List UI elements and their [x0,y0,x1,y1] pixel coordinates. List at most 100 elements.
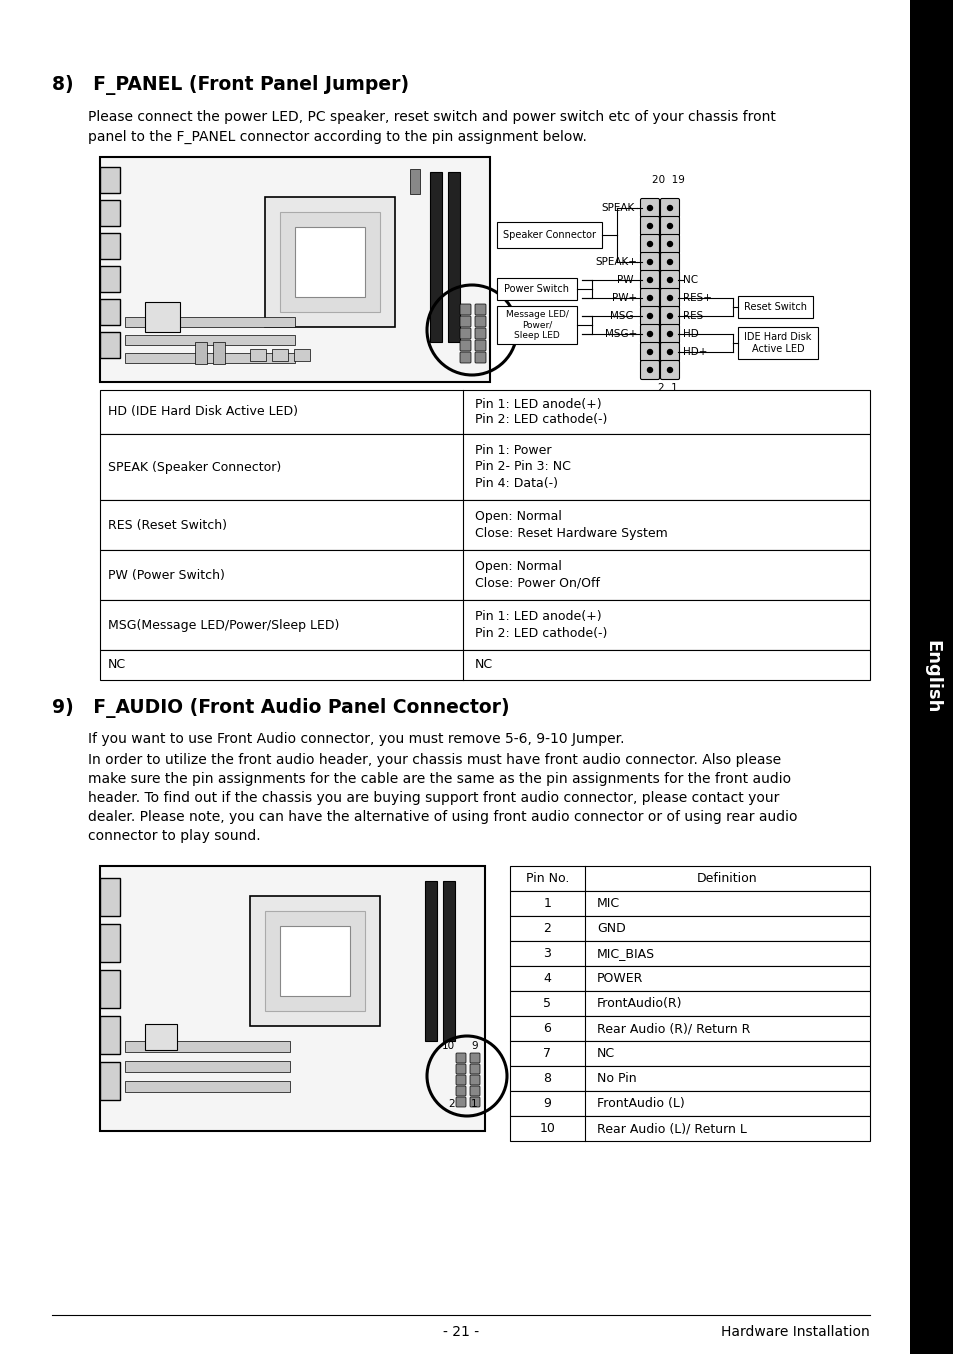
Text: No Pin: No Pin [597,1072,636,1085]
Bar [497,278,577,301]
Text: IDE Hard Disk
Active LED: IDE Hard Disk Active LED [743,332,811,353]
Bar [100,1062,120,1099]
Text: 6: 6 [543,1022,551,1034]
FancyBboxPatch shape [639,199,659,218]
FancyBboxPatch shape [639,234,659,253]
Text: 8: 8 [543,1072,551,1085]
FancyBboxPatch shape [470,1053,479,1063]
Text: MSG(Message LED/Power/Sleep LED): MSG(Message LED/Power/Sleep LED) [108,619,339,631]
Text: MIC_BIAS: MIC_BIAS [597,946,655,960]
Bar [250,349,266,362]
Circle shape [647,206,652,210]
Bar [909,0,953,1354]
Text: If you want to use Front Audio connector, you must remove 5-6, 9-10 Jumper.: If you want to use Front Audio connector… [88,733,624,746]
Text: RES+: RES+ [682,292,711,303]
FancyBboxPatch shape [639,288,659,307]
Text: 9: 9 [471,1041,477,1051]
Text: HD+: HD+ [682,347,706,357]
Text: FrontAudio(R): FrontAudio(R) [597,997,681,1010]
Bar [145,1024,177,1049]
Circle shape [667,367,672,372]
Text: 8)   F_PANEL (Front Panel Jumper): 8) F_PANEL (Front Panel Jumper) [52,74,409,95]
Bar [280,926,350,997]
Text: Pin 2- Pin 3: NC: Pin 2- Pin 3: NC [475,460,570,474]
FancyBboxPatch shape [659,271,679,290]
Bar [510,1016,869,1041]
Text: make sure the pin assignments for the cable are the same as the pin assignments : make sure the pin assignments for the ca… [88,772,790,787]
FancyBboxPatch shape [475,305,485,315]
Text: 4: 4 [543,972,551,984]
Text: GND: GND [597,922,625,936]
Bar [100,923,120,961]
Bar [510,867,869,891]
Text: PW-: PW- [617,275,637,284]
Text: Pin 2: LED cathode(-): Pin 2: LED cathode(-) [475,413,607,427]
Text: FrontAudio (L): FrontAudio (L) [597,1097,684,1110]
Bar [510,917,869,941]
Text: dealer. Please note, you can have the alternative of using front audio connector: dealer. Please note, you can have the al… [88,810,797,825]
Text: HD (IDE Hard Disk Active LED): HD (IDE Hard Disk Active LED) [108,405,297,418]
FancyBboxPatch shape [639,252,659,272]
Text: Pin 4: Data(-): Pin 4: Data(-) [475,477,558,490]
Text: PW+: PW+ [611,292,637,303]
Text: Message LED/
Power/
Sleep LED: Message LED/ Power/ Sleep LED [505,310,568,340]
FancyBboxPatch shape [470,1097,479,1108]
Bar [410,169,419,194]
Text: panel to the F_PANEL connector according to the pin assignment below.: panel to the F_PANEL connector according… [88,130,586,144]
Text: RES-: RES- [682,311,706,321]
Circle shape [647,349,652,355]
Text: Pin No.: Pin No. [525,872,569,886]
Text: Rear Audio (L)/ Return L: Rear Audio (L)/ Return L [597,1122,746,1135]
Bar [272,349,288,362]
Text: MSG-: MSG- [609,311,637,321]
Bar [125,1080,290,1091]
FancyBboxPatch shape [456,1053,465,1063]
Circle shape [647,278,652,283]
FancyBboxPatch shape [456,1086,465,1095]
Text: English: English [923,640,940,714]
Bar [125,317,294,328]
Bar [100,167,120,194]
Bar [510,891,869,917]
FancyBboxPatch shape [470,1086,479,1095]
Text: Close: Reset Hardware System: Close: Reset Hardware System [475,527,667,540]
FancyBboxPatch shape [475,352,485,363]
FancyBboxPatch shape [659,360,679,379]
Text: 2  1: 2 1 [658,383,678,393]
Bar [194,343,207,364]
Bar [125,1062,290,1072]
Text: Rear Audio (R)/ Return R: Rear Audio (R)/ Return R [597,1022,750,1034]
FancyBboxPatch shape [659,325,679,344]
Circle shape [667,278,672,283]
Text: 2: 2 [543,922,551,936]
Text: Open: Normal: Open: Normal [475,561,561,573]
Text: 1: 1 [543,896,551,910]
Bar [100,200,120,226]
Text: 9: 9 [543,1097,551,1110]
Text: Definition: Definition [697,872,757,886]
FancyBboxPatch shape [639,343,659,362]
Text: Reset Switch: Reset Switch [743,302,806,311]
Bar [510,1091,869,1116]
FancyBboxPatch shape [470,1064,479,1074]
Bar [497,222,601,248]
Bar [100,332,120,357]
Text: MSG+: MSG+ [604,329,637,338]
Text: RES (Reset Switch): RES (Reset Switch) [108,519,227,532]
Bar [125,353,294,363]
Circle shape [647,332,652,337]
Text: Pin 1: Power: Pin 1: Power [475,444,551,458]
FancyBboxPatch shape [456,1064,465,1074]
FancyBboxPatch shape [659,234,679,253]
Bar [738,297,812,318]
Bar [294,349,310,362]
Bar [100,157,490,382]
Bar [100,650,869,680]
FancyBboxPatch shape [459,305,471,315]
Text: Pin 1: LED anode(+): Pin 1: LED anode(+) [475,611,601,623]
Bar [442,881,455,1041]
Circle shape [667,295,672,301]
Bar [510,1116,869,1141]
Text: 9)   F_AUDIO (Front Audio Panel Connector): 9) F_AUDIO (Front Audio Panel Connector) [52,699,509,718]
Bar [430,172,441,343]
